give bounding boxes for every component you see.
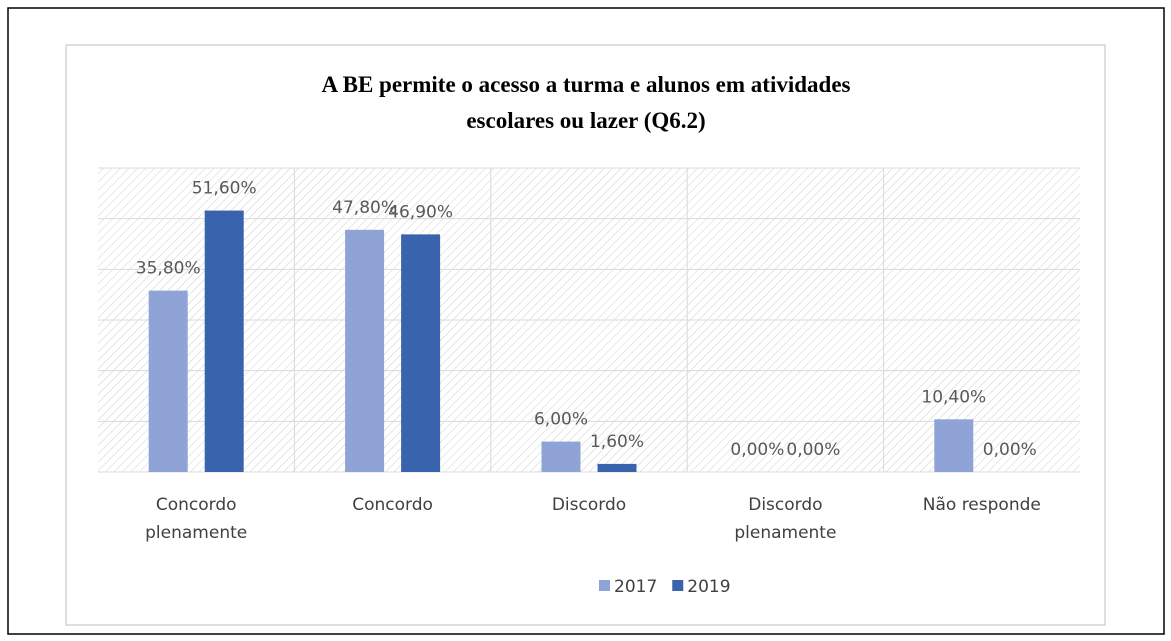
x-tick-label: Discordo xyxy=(552,495,626,515)
bar xyxy=(541,441,581,472)
x-tick-label: Concordo xyxy=(352,495,433,515)
x-tick-label: Não responde xyxy=(923,495,1041,515)
legend-swatch xyxy=(599,580,610,591)
bar xyxy=(597,463,637,472)
bar xyxy=(148,290,188,472)
value-label: 0,00% xyxy=(730,440,784,460)
value-label: 1,60% xyxy=(590,432,644,452)
legend-label: 2017 xyxy=(614,577,657,597)
frame xyxy=(7,7,1165,635)
value-label: 0,00% xyxy=(786,440,840,460)
value-label: 6,00% xyxy=(534,410,588,430)
value-label: 51,60% xyxy=(192,179,257,199)
bar xyxy=(204,210,244,472)
bar xyxy=(934,419,974,472)
x-tick-label: Discordo plenamente xyxy=(734,495,836,543)
legend-label: 2019 xyxy=(687,577,730,597)
bar xyxy=(345,229,385,472)
value-label: 47,80% xyxy=(332,198,397,218)
value-label: 0,00% xyxy=(983,440,1037,460)
bar xyxy=(401,234,441,472)
value-label: 35,80% xyxy=(136,259,201,279)
chart-title: A BE permite o acesso a turma e alunos e… xyxy=(322,72,851,133)
value-label: 10,40% xyxy=(921,387,986,407)
x-tick-label: Concordo plenamente xyxy=(145,495,247,543)
value-label: 46,90% xyxy=(388,202,453,222)
legend-swatch xyxy=(672,580,684,591)
